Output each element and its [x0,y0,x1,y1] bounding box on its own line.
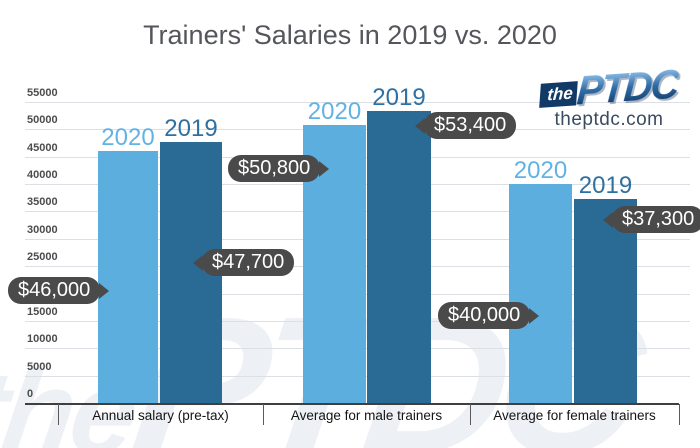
category-divider [470,404,471,425]
bar-year-label: 2019 [164,114,218,142]
brand-logo-mark: the PTDC [523,62,695,114]
bar-year-label: 2020 [513,157,568,185]
value-callout: $53,400 [415,112,517,139]
y-axis-tick-label: 35000 [27,196,58,209]
y-axis-tick-label: 30000 [27,223,58,236]
bar-2020-0 [98,151,158,403]
x-axis-category-label: Average for female trainers [493,408,656,423]
y-axis-tick-label: 55000 [27,87,58,99]
y-axis-tick-label: 40000 [27,169,58,182]
callout-tail [415,117,425,134]
bar-year-label: 2019 [578,171,633,199]
value-callout-text: $40,000 [448,304,521,326]
value-callout: $37,300 [603,206,700,233]
bar-year-label: 2020 [101,124,155,152]
callout-tail [603,211,613,228]
y-axis-tick-label: 25000 [27,251,58,264]
logo-ptdc-text: PTDC [575,62,680,114]
value-callout: $46,000 [8,277,110,304]
value-callout: $40,000 [438,302,540,329]
value-callout-text: $46,000 [18,279,91,301]
y-axis-tick-label: 45000 [27,141,58,154]
y-axis-tick-label: 0 [27,388,34,400]
category-divider [679,404,680,425]
value-callout-text: $47,700 [212,251,285,273]
value-callout-text: $50,800 [238,157,311,179]
logo-website-url: theptdc.com [554,109,664,130]
category-divider [58,404,59,425]
bar-year-label: 2019 [372,83,426,111]
y-gridline [25,102,690,103]
bar-2019-1 [367,110,431,403]
bar-year-label: 2020 [307,97,362,125]
value-callout-text: $53,400 [434,114,507,136]
value-callout: $50,800 [228,155,330,182]
callout-tail [193,254,203,271]
y-axis-tick-label: 15000 [27,305,58,318]
bar-2020-2 [509,184,572,403]
logo-the-text: the [539,81,578,108]
category-divider [263,404,264,425]
value-callout: $47,700 [193,249,295,276]
x-axis-line [25,403,679,405]
value-callout-text: $37,300 [622,208,695,230]
y-axis-tick-label: 50000 [27,114,58,127]
brand-logo: the PTDC theptdc.com [524,62,694,131]
callout-tail [99,282,110,299]
x-axis-category-label: Annual salary (pre-tax) [92,408,229,423]
chart-title: Trainers' Salaries in 2019 vs. 2020 [143,20,557,50]
x-axis-category-label: Average for male trainers [290,408,443,423]
callout-tail [319,160,330,177]
callout-tail [529,307,540,324]
y-axis-tick-label: 5000 [27,360,52,373]
y-axis-tick-label: 10000 [27,333,58,346]
